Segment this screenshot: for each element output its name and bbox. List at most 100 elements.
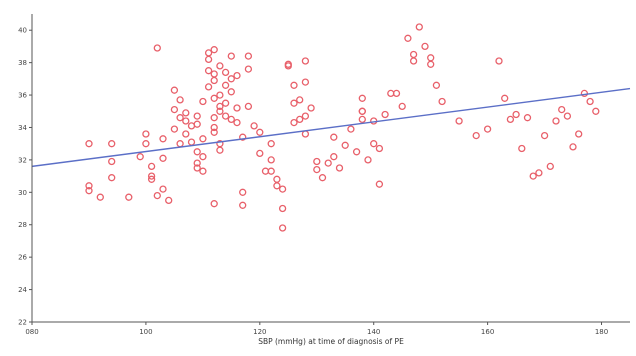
data-point <box>352 148 361 156</box>
data-point <box>278 185 287 193</box>
data-point <box>341 141 349 149</box>
data-point <box>108 157 116 166</box>
data-point <box>575 130 583 138</box>
data-point <box>233 71 241 80</box>
data-point <box>569 143 577 151</box>
x-tick-label: 100 <box>139 328 152 336</box>
data-point <box>301 112 310 120</box>
data-point <box>427 54 435 62</box>
data-point <box>358 107 366 115</box>
x-tick-label: 160 <box>481 328 494 336</box>
data-point <box>335 164 344 172</box>
data-point <box>233 104 241 112</box>
data-point <box>153 44 161 52</box>
data-point <box>273 175 281 183</box>
data-point <box>142 140 150 148</box>
data-point <box>381 110 389 119</box>
data-point <box>239 133 247 141</box>
data-point <box>176 114 184 122</box>
data-point <box>187 138 196 146</box>
data-point <box>290 81 298 89</box>
data-point <box>324 159 332 167</box>
data-point <box>85 140 93 148</box>
data-point <box>182 117 190 125</box>
data-point <box>375 144 384 153</box>
data-point <box>176 140 184 148</box>
data-point <box>204 49 213 57</box>
y-ticks-group: 22 24 26 28 30 32 34 36 38 40 <box>18 27 32 327</box>
data-point <box>535 169 543 177</box>
data-point <box>250 122 258 130</box>
data-point <box>199 153 207 161</box>
data-point <box>409 50 418 59</box>
data-point <box>523 114 532 122</box>
data-point <box>216 107 224 115</box>
data-point <box>529 172 537 180</box>
data-point <box>483 125 492 133</box>
data-point <box>313 157 321 166</box>
data-point <box>176 96 184 104</box>
y-tick-label: 40 <box>18 27 27 35</box>
data-point <box>193 112 201 120</box>
data-point <box>358 115 366 124</box>
data-point <box>518 144 526 153</box>
data-point <box>540 131 549 140</box>
data-point <box>170 105 179 114</box>
data-point <box>170 86 179 94</box>
data-point <box>221 81 230 89</box>
data-point <box>512 110 520 119</box>
data-point <box>221 99 230 107</box>
data-point <box>182 109 190 117</box>
x-axis-label: SBP (mmHg) at time of diagnosis of PE <box>258 337 404 346</box>
data-point <box>221 112 230 120</box>
data-point <box>301 78 310 86</box>
data-point <box>159 154 167 162</box>
data-point <box>204 83 213 91</box>
data-point <box>256 149 264 158</box>
data-point <box>193 120 201 128</box>
data-point <box>552 117 560 125</box>
data-point <box>193 148 201 156</box>
data-point <box>438 97 446 106</box>
y-tick-label: 26 <box>18 254 27 262</box>
data-point <box>501 94 509 102</box>
data-point <box>193 164 201 172</box>
data-point <box>227 52 235 60</box>
data-point <box>546 162 554 171</box>
data-point <box>239 201 247 209</box>
data-point <box>147 172 156 180</box>
data-point <box>233 118 241 127</box>
data-point <box>85 187 93 195</box>
data-point <box>216 62 224 70</box>
data-point <box>108 140 116 148</box>
y-tick-label: 32 <box>18 156 27 164</box>
data-point <box>307 104 315 112</box>
data-point <box>147 162 156 171</box>
y-tick-label: 34 <box>18 124 27 132</box>
data-point <box>580 89 589 98</box>
data-point <box>210 114 218 122</box>
fit-line <box>31 87 631 168</box>
data-point <box>375 180 384 188</box>
data-point <box>296 115 304 124</box>
data-point <box>409 57 418 65</box>
data-point <box>415 23 423 31</box>
data-point <box>404 34 412 42</box>
data-point <box>330 153 338 161</box>
data-point <box>284 60 292 68</box>
data-point <box>495 57 503 65</box>
data-point <box>506 115 515 124</box>
data-point <box>165 196 173 205</box>
data-point <box>210 200 218 208</box>
data-point <box>153 191 161 200</box>
data-point <box>170 125 179 133</box>
x-tick-label: 120 <box>253 328 266 336</box>
data-point <box>204 67 213 75</box>
data-point <box>273 182 281 190</box>
data-point <box>125 193 133 201</box>
y-tick-label: 24 <box>18 286 27 294</box>
data-point <box>210 70 218 78</box>
data-point <box>142 130 150 138</box>
data-point <box>472 131 480 140</box>
